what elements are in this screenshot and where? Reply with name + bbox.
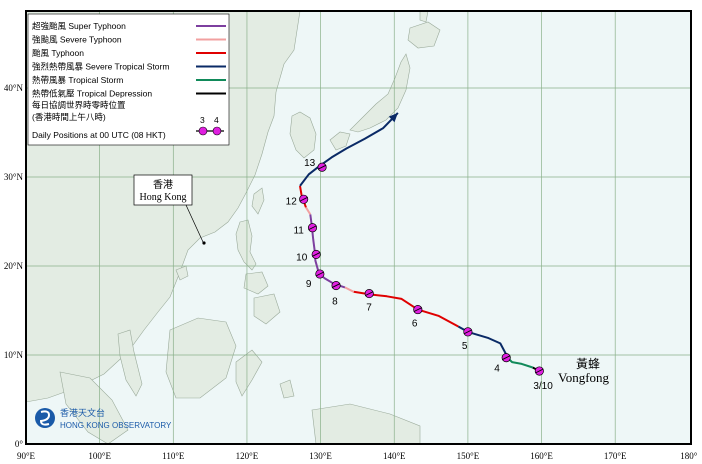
legend-box: 超強颱風 Super Typhoon 強颱風 Severe Typhoon 颱風 T… bbox=[27, 13, 230, 146]
daily-position-label: 11 bbox=[293, 226, 304, 237]
daily-position-label: 13 bbox=[304, 158, 316, 169]
lon-tick-label: 130°E bbox=[309, 451, 332, 461]
daily-position-label: 12 bbox=[286, 196, 298, 207]
daily-position-label: 10 bbox=[296, 252, 308, 263]
legend-label: 超強颱風 Super Typhoon bbox=[32, 21, 126, 31]
marker-tick bbox=[463, 329, 473, 335]
legend-daily-en: Daily Positions at 00 UTC (08 HKT) bbox=[32, 130, 166, 140]
luzon bbox=[235, 219, 257, 271]
daily-position-label: 7 bbox=[366, 303, 372, 314]
lon-tick-label: 180° bbox=[680, 451, 698, 461]
legend-label: 熱帶低氣壓 Tropical Depression bbox=[32, 89, 152, 99]
marker-tick bbox=[535, 368, 544, 374]
observatory-emblem-mark bbox=[39, 410, 51, 426]
lat-tick-label: 40°N bbox=[4, 83, 24, 93]
daily-position-label: 4 bbox=[494, 364, 500, 375]
hong-kong-pointer bbox=[185, 204, 204, 243]
marker-tick bbox=[311, 252, 321, 257]
lon-tick-label: 170°E bbox=[604, 451, 627, 461]
lon-tick-label: 120°E bbox=[236, 451, 259, 461]
marker-tick bbox=[308, 225, 317, 231]
borneo bbox=[165, 317, 237, 399]
daily-position-layer: 3/10 4 5 6 7 8 9 10 11 12 13 bbox=[286, 158, 554, 392]
lat-tick-label: 20°N bbox=[4, 261, 24, 271]
visayas bbox=[243, 271, 269, 295]
daily-position-label: 6 bbox=[412, 319, 418, 330]
track-segment-severe-typhoon bbox=[344, 286, 355, 293]
daily-position-label: 5 bbox=[462, 341, 468, 352]
lon-tick-label: 110°E bbox=[162, 451, 185, 461]
daily-position-label: 3/10 bbox=[533, 381, 553, 392]
halmahera bbox=[279, 379, 295, 399]
legend-background bbox=[27, 13, 230, 146]
daily-position-label: 8 bbox=[332, 297, 338, 308]
track-segment-severe-typhoon bbox=[305, 206, 312, 215]
legend-label: 強颱風 Severe Typhoon bbox=[32, 35, 122, 45]
new-guinea bbox=[311, 403, 421, 444]
lon-tick-label: 140°E bbox=[383, 451, 406, 461]
marker-tick bbox=[299, 196, 308, 202]
observatory-logo: 香港天文台 HONG KONG OBSERVATORY bbox=[35, 407, 172, 430]
hainan bbox=[175, 265, 189, 281]
marker-tick bbox=[315, 271, 325, 277]
lon-tick-label: 160°E bbox=[530, 451, 553, 461]
marker-tick bbox=[413, 307, 423, 313]
marker-tick bbox=[365, 291, 374, 296]
hong-kong-label-en: Hong Kong bbox=[140, 192, 187, 203]
track-segment-severe-tropical-storm bbox=[299, 112, 399, 187]
marker-tick bbox=[501, 355, 511, 361]
lon-tick-label: 100°E bbox=[88, 451, 111, 461]
axis-labels: 90°E 100°E 110°E 120°E 130°E 140°E 150°E 160°E 1… bbox=[4, 83, 698, 461]
hong-kong-label-zh: 香港 bbox=[153, 179, 173, 191]
taiwan bbox=[251, 187, 265, 215]
lon-tick-label: 150°E bbox=[457, 451, 480, 461]
legend-label: 強烈熱帶風暴 Severe Tropical Storm bbox=[32, 62, 169, 72]
legend-sample-day-2: 4 bbox=[214, 115, 219, 125]
legend-sample-marker-2 bbox=[212, 126, 222, 136]
korean-peninsula bbox=[289, 111, 317, 159]
hong-kong-label-box bbox=[133, 174, 193, 206]
lat-tick-label: 0° bbox=[15, 439, 24, 449]
hong-kong-label: 香港 Hong Kong bbox=[133, 174, 206, 245]
marker-tick bbox=[317, 164, 327, 170]
hong-kong-dot bbox=[202, 241, 206, 245]
map-frame bbox=[25, 10, 692, 445]
legend-label: 熱帶風暴 Tropical Storm bbox=[32, 75, 123, 85]
lat-tick-label: 10°N bbox=[4, 350, 24, 360]
storm-name-zh: 黃蜂 bbox=[576, 357, 600, 371]
malay-peninsula bbox=[117, 329, 143, 397]
japan-hokkaido bbox=[407, 21, 441, 49]
lat-tick-label: 30°N bbox=[4, 172, 24, 182]
japan-kyushu bbox=[329, 131, 351, 151]
lon-tick-label: 90°E bbox=[17, 451, 36, 461]
legend-daily-zh-line2: (香港時間上午八時) bbox=[32, 112, 106, 122]
daily-position-label: 9 bbox=[306, 279, 312, 290]
track-segment-tropical-storm bbox=[507, 357, 534, 369]
observatory-emblem bbox=[35, 408, 55, 428]
track-arrowhead bbox=[388, 112, 398, 123]
mindanao bbox=[253, 293, 281, 325]
sakhalin bbox=[419, 11, 429, 23]
marker-tick bbox=[331, 283, 341, 288]
sulawesi bbox=[235, 349, 263, 397]
observatory-name-zh: 香港天文台 bbox=[60, 407, 105, 418]
legend-sample-day-1: 3 bbox=[200, 115, 205, 125]
storm-name-en: Vongfong bbox=[558, 370, 610, 385]
legend-daily-zh-line1: 每日協調世界時零時位置 bbox=[32, 100, 126, 110]
sumatra bbox=[59, 371, 129, 444]
japan-honshu bbox=[349, 53, 411, 133]
observatory-name-en: HONG KONG OBSERVATORY bbox=[60, 421, 172, 430]
legend-sample-marker-1 bbox=[198, 126, 208, 136]
legend-label: 颱風 Typhoon bbox=[32, 48, 84, 58]
